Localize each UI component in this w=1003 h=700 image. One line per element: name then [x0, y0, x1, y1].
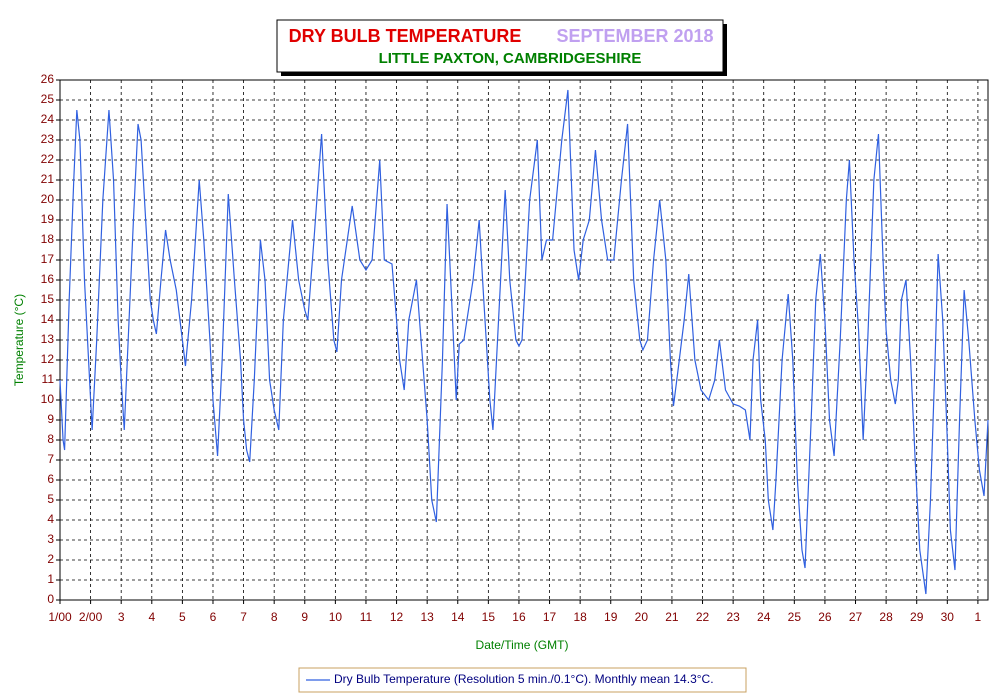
x-tick-label: 7	[240, 610, 247, 624]
x-tick-label: 13	[420, 610, 434, 624]
chart-subtitle: LITTLE PAXTON, CAMBRIDGESHIRE	[379, 50, 642, 67]
x-tick-label: 25	[788, 610, 802, 624]
y-tick-label: 20	[41, 192, 55, 206]
y-tick-label: 24	[41, 112, 55, 126]
y-tick-label: 2	[47, 552, 54, 566]
y-tick-label: 25	[41, 92, 55, 106]
x-tick-label: 17	[543, 610, 557, 624]
chart-title: DRY BULB TEMPERATURE	[289, 26, 522, 46]
x-tick-label: 15	[482, 610, 496, 624]
x-tick-label: 20	[635, 610, 649, 624]
legend-box	[298, 667, 747, 693]
x-tick-label: 4	[148, 610, 155, 624]
x-tick-label: 27	[849, 610, 863, 624]
y-tick-label: 15	[41, 292, 55, 306]
y-tick-label: 18	[41, 232, 55, 246]
x-tick-label: 8	[271, 610, 278, 624]
x-tick-label: 19	[604, 610, 618, 624]
y-tick-label: 6	[47, 472, 54, 486]
x-tick-label: 11	[360, 610, 373, 624]
y-tick-label: 12	[41, 352, 55, 366]
y-tick-label: 10	[41, 392, 55, 406]
y-tick-label: 19	[41, 212, 55, 226]
series-line	[59, 89, 989, 595]
title-box	[276, 19, 724, 73]
y-axis-label: Temperature (°C)	[12, 294, 26, 386]
x-tick-label: 3	[118, 610, 125, 624]
x-tick-label: 1/00	[48, 610, 72, 624]
x-tick-label: 26	[818, 610, 832, 624]
legend-label: Dry Bulb Temperature (Resolution 5 min./…	[334, 672, 714, 686]
y-tick-label: 26	[41, 72, 55, 86]
x-tick-label: 30	[941, 610, 955, 624]
x-tick-label: 2/00	[79, 610, 103, 624]
x-tick-label: 5	[179, 610, 186, 624]
y-tick-label: 14	[41, 312, 55, 326]
x-tick-label: 14	[451, 610, 465, 624]
x-tick-label: 18	[573, 610, 587, 624]
chart-title-date: SEPTEMBER 2018	[556, 26, 713, 46]
y-tick-label: 0	[47, 592, 54, 606]
y-tick-label: 22	[41, 152, 55, 166]
y-tick-label: 4	[47, 512, 54, 526]
y-tick-label: 11	[42, 372, 55, 386]
y-tick-label: 17	[41, 252, 55, 266]
x-tick-label: 16	[512, 610, 526, 624]
x-tick-label: 24	[757, 610, 771, 624]
x-tick-label: 12	[390, 610, 404, 624]
y-tick-label: 5	[47, 492, 54, 506]
y-tick-label: 1	[47, 572, 54, 586]
x-tick-label: 28	[879, 610, 893, 624]
y-tick-label: 8	[47, 432, 54, 446]
y-tick-label: 16	[41, 272, 55, 286]
y-tick-label: 21	[41, 172, 55, 186]
x-tick-label: 21	[665, 610, 679, 624]
x-axis-label: Date/Time (GMT)	[476, 638, 569, 652]
y-tick-label: 13	[41, 332, 55, 346]
x-tick-label: 1	[975, 610, 982, 624]
x-tick-label: 10	[329, 610, 343, 624]
x-tick-label: 29	[910, 610, 924, 624]
x-tick-label: 9	[301, 610, 308, 624]
y-tick-label: 9	[47, 412, 54, 426]
y-tick-label: 7	[47, 452, 54, 466]
x-tick-label: 23	[726, 610, 740, 624]
y-tick-label: 23	[41, 132, 55, 146]
x-tick-label: 6	[210, 610, 217, 624]
y-tick-label: 3	[47, 532, 54, 546]
x-tick-label: 22	[696, 610, 710, 624]
plot-frame	[59, 79, 989, 601]
